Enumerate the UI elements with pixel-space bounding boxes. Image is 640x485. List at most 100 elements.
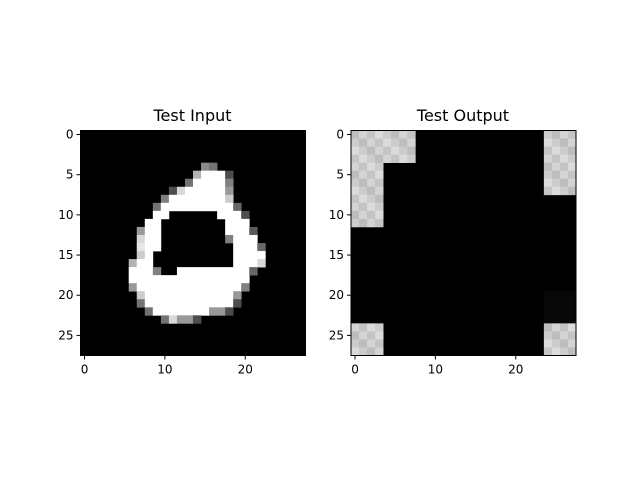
heatmap-cell — [407, 154, 416, 163]
heatmap-cell — [359, 323, 368, 332]
test-output-frame — [350, 130, 577, 356]
heatmap-cell — [543, 162, 553, 172]
heatmap-cell — [351, 138, 360, 147]
heatmap-cell — [160, 307, 170, 316]
heatmap-cell — [233, 243, 242, 252]
heatmap-cell — [375, 218, 384, 228]
heatmap-cell — [193, 194, 202, 204]
y-tick-label: 25 — [329, 328, 344, 342]
heatmap-cell — [193, 275, 202, 284]
heatmap-cell — [201, 178, 210, 188]
heatmap-cell — [201, 275, 210, 284]
heatmap-cell — [225, 283, 234, 292]
heatmap-cell — [209, 170, 218, 180]
heatmap-cell — [367, 210, 376, 220]
test-output-title: Test Output — [416, 106, 509, 125]
heatmap-cell — [168, 299, 178, 308]
heatmap-cell — [551, 162, 561, 172]
heatmap-cell — [217, 307, 226, 316]
heatmap-cell — [367, 218, 376, 228]
heatmap-cell — [176, 267, 186, 276]
heatmap-cell — [136, 299, 146, 308]
heatmap-cell — [375, 339, 384, 348]
heatmap-cell — [217, 283, 226, 292]
heatmap-cell — [176, 291, 186, 300]
heatmap-cell — [184, 299, 194, 308]
heatmap-cell — [375, 347, 384, 356]
heatmap-cell — [375, 210, 384, 220]
heatmap-cell — [351, 218, 360, 228]
heatmap-cell — [233, 283, 242, 292]
heatmap-cell — [201, 162, 210, 172]
heatmap-cell — [176, 275, 186, 284]
y-tick-label: 25 — [58, 328, 73, 342]
heatmap-cell — [559, 347, 569, 356]
heatmap-cell — [225, 202, 234, 212]
heatmap-cell — [399, 138, 408, 147]
x-tick-label: 20 — [238, 363, 253, 377]
heatmap-cell — [551, 186, 561, 196]
heatmap-cell — [359, 162, 368, 172]
heatmap-cell — [193, 170, 202, 180]
heatmap-cell — [209, 186, 218, 196]
heatmap-cell — [160, 202, 170, 212]
heatmap-cell — [217, 210, 226, 220]
heatmap-cell — [367, 154, 376, 163]
heatmap-cell — [128, 267, 138, 276]
heatmap-cell — [367, 186, 376, 196]
heatmap-cell — [567, 162, 577, 172]
heatmap-cell — [567, 146, 577, 155]
heatmap-cell — [225, 186, 234, 196]
heatmap-cell — [152, 283, 162, 292]
heatmap-cell — [193, 178, 202, 188]
heatmap-cell — [144, 283, 154, 292]
heatmap-cell — [217, 194, 226, 204]
heatmap-cell — [152, 299, 162, 308]
heatmap-cell — [225, 210, 234, 220]
heatmap-cell — [176, 186, 186, 196]
heatmap-cell — [152, 307, 162, 316]
heatmap-cell — [152, 202, 162, 212]
heatmap-cell — [225, 226, 234, 236]
heatmap-cell — [351, 130, 360, 139]
heatmap-cell — [367, 146, 376, 155]
heatmap-cell — [184, 194, 194, 204]
heatmap-cell — [551, 291, 561, 300]
heatmap-cell — [136, 234, 146, 244]
heatmap-cell — [225, 170, 234, 180]
heatmap-cell — [209, 283, 218, 292]
heatmap-cell — [209, 307, 218, 316]
heatmap-cell — [551, 146, 561, 155]
heatmap-cell — [559, 323, 569, 332]
heatmap-cell — [383, 138, 392, 147]
heatmap-cell — [209, 202, 218, 212]
heatmap-cell — [209, 267, 218, 276]
heatmap-cell — [551, 347, 561, 356]
heatmap-cell — [152, 226, 162, 236]
heatmap-cell — [241, 210, 250, 220]
heatmap-cell — [176, 194, 186, 204]
heatmap-cell — [241, 267, 250, 276]
heatmap-cell — [551, 307, 561, 316]
heatmap-cell — [184, 202, 194, 212]
heatmap-cell — [543, 138, 553, 147]
test-output-ticks: 0 10 20 0 5 10 15 20 25 — [329, 128, 524, 377]
heatmap-cell — [201, 307, 210, 316]
heatmap-cell — [217, 267, 226, 276]
heatmap-cell — [359, 339, 368, 348]
heatmap-cell — [184, 283, 194, 292]
heatmap-cell — [551, 323, 561, 332]
heatmap-cell — [375, 186, 384, 196]
heatmap-cell — [241, 275, 250, 284]
x-tick-label: 10 — [157, 363, 172, 377]
heatmap-cell — [241, 251, 250, 260]
heatmap-cell — [144, 307, 154, 316]
heatmap-cell — [144, 251, 154, 260]
heatmap-cell — [407, 138, 416, 147]
heatmap-cell — [168, 283, 178, 292]
test-input-image — [80, 130, 306, 356]
heatmap-cell — [136, 251, 146, 260]
heatmap-cell — [160, 210, 170, 220]
heatmap-cell — [168, 291, 178, 300]
